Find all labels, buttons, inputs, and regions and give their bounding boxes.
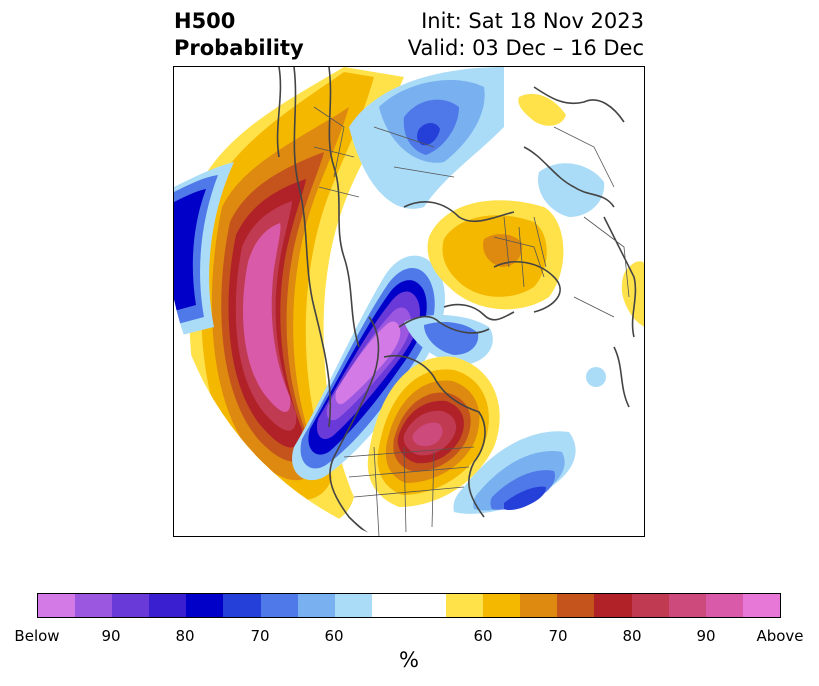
siberia-above-anomaly: [427, 200, 564, 310]
colorbar-swatch-below-70: [260, 594, 298, 617]
colorbar-swatch-below-100: [38, 594, 76, 617]
colorbar-tick-label: 90: [101, 627, 121, 645]
colorbar-tick-label: 90: [696, 627, 716, 645]
valid-period: Valid: 03 Dec – 16 Dec: [407, 36, 644, 60]
colorbar-swatch-below-75: [223, 594, 261, 617]
colorbar-swatch-below-60: [334, 594, 372, 617]
colorbar-swatch-below-80: [186, 594, 224, 617]
map-title: H500 Probability: [174, 8, 304, 62]
political-boundaries: [313, 106, 630, 536]
colorbar-tick-label: 60: [473, 627, 493, 645]
map-validity: Init: Sat 18 Nov 2023 Valid: 03 Dec – 16…: [408, 8, 644, 62]
colorbar-swatch-below-65: [297, 594, 335, 617]
colorbar-tick-label: Above: [756, 627, 804, 645]
colorbar-tick-label: 80: [175, 627, 195, 645]
colorbar-swatch-above-75: [557, 594, 595, 617]
colorbar-swatch-above-80: [594, 594, 632, 617]
title-variable: H500: [174, 9, 236, 33]
europe-above-anomaly: [518, 93, 644, 327]
colorbar-tick-label: 70: [250, 627, 270, 645]
colorbar-swatch-below-90: [112, 594, 150, 617]
east-below-anomaly: [404, 163, 606, 387]
west-canada-below-anomaly: [292, 255, 445, 481]
pacific-above-anomaly: [189, 67, 404, 526]
colorbar-tick-label: 80: [622, 627, 642, 645]
colorbar-tick-label: 70: [548, 627, 568, 645]
colorbar-swatch-neutral: [371, 594, 447, 617]
colorbar-swatch-below-95: [75, 594, 113, 617]
colorbar-swatch-above-60: [446, 594, 484, 617]
colorbar-swatch-above-85: [631, 594, 669, 617]
colorbar-swatch-above-95: [705, 594, 743, 617]
colorbar-tick-label: Below: [14, 627, 60, 645]
colorbar-swatch-above-100: [742, 594, 780, 617]
southeast-below-anomaly: [453, 431, 576, 514]
map-canvas: [174, 67, 644, 536]
colorbar-swatch-below-85: [149, 594, 187, 617]
probability-map: [173, 66, 645, 537]
title-product: Probability: [174, 36, 304, 60]
colorbar-swatch-above-65: [483, 594, 521, 617]
init-time: Init: Sat 18 Nov 2023: [421, 9, 644, 33]
colorbar-swatch-above-90: [668, 594, 706, 617]
arctic-below-anomaly: [349, 67, 504, 209]
west-below-anomaly: [174, 162, 234, 337]
colorbar-tick-label: 60: [324, 627, 344, 645]
colorbar-unit: %: [399, 648, 419, 672]
colorbar: [37, 593, 781, 618]
colorbar-swatch-above-70: [520, 594, 558, 617]
